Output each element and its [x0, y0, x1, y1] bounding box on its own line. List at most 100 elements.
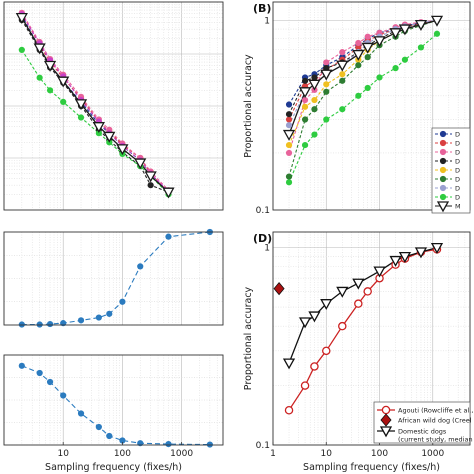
panel-b-legend-marker-6	[439, 184, 447, 192]
panel-b-legend-marker-2	[439, 148, 447, 156]
panel-a-series-6-point-3	[57, 76, 70, 88]
panel-b-series-1-point-0	[285, 116, 293, 123]
panel-b-series-4-point-0	[285, 141, 293, 149]
panel-b-series-5-point-1	[301, 116, 309, 123]
panel-d-series-0-point-5	[354, 299, 363, 308]
panel-b-series-2-point-4	[339, 49, 346, 56]
panel-b-series-8-point-9	[398, 24, 412, 36]
panel-b-legend-entry-6: D	[455, 185, 460, 193]
panel-d-xtick-2: 100	[371, 449, 388, 459]
panel-a-series-3-line	[21, 19, 169, 193]
panel-a-series-6-point-10	[162, 187, 175, 199]
panel-c2-series-0-point-4	[77, 410, 85, 417]
panel-b-series-7-point-11	[433, 30, 441, 37]
panel-b-series-4-point-3	[323, 81, 330, 88]
panel-d-xtick-1: 10	[321, 449, 333, 459]
panel-a-series-6-point-8	[134, 158, 147, 170]
panel-d-series-2-point-1	[298, 317, 312, 329]
panel-a-series-6-point-4	[74, 99, 88, 111]
panel-c1-series-0-line	[21, 231, 210, 326]
panel-a-series-4-point-0	[18, 46, 25, 53]
panel-d-series-2-point-7	[389, 255, 402, 267]
panel-c2-xtick-2: 1000	[170, 449, 193, 459]
panel-b-label: (B)	[253, 2, 271, 15]
panel-b-series-4-point-2	[311, 96, 318, 104]
panel-d-series-2-point-5	[352, 278, 365, 290]
panel-a-series-6-point-7	[116, 144, 129, 156]
panel-c2-grid	[3, 354, 224, 446]
panel-b-series-7-point-4	[339, 106, 346, 113]
panel-c1-series-0-point-4	[77, 317, 85, 324]
panel-b-legend-entry-0: D	[455, 131, 460, 139]
panel-a-series-6-point-0	[15, 13, 28, 24]
panel-d-series-0-point-0	[284, 405, 294, 415]
panel-a-series-4-point-1	[36, 74, 43, 81]
panel-a-series-3-point-9	[147, 182, 154, 189]
panel-c2-series-0-point-3	[60, 392, 67, 399]
panel-b-legend-marker-1	[439, 139, 447, 147]
panel-d-ytick-0: 1	[264, 244, 270, 254]
panel-d-legend: Agouti (Rowcliffe et al., African wild do…	[373, 401, 473, 444]
panel-c1-series-0-point-7	[119, 298, 126, 305]
panel-a-series-0-line	[21, 15, 169, 193]
panel-b-series-2-point-3	[323, 59, 330, 66]
panel-d-series-2-point-6	[373, 266, 386, 278]
panel-b-series-6-line	[288, 19, 438, 126]
panel-b-series-2-point-6	[364, 33, 371, 40]
panel-b-series-8-point-10	[414, 19, 428, 31]
panel-d-ytick-1: 0.1	[256, 441, 270, 451]
panel-d-series-0-point-4	[338, 321, 347, 331]
panel-b-legend-entry-2: D	[455, 149, 460, 157]
panel-b-series-7-point-9	[401, 56, 409, 63]
panel-a-series-6-point-5	[92, 122, 105, 134]
panel-d-legend-marker-2	[379, 426, 393, 438]
panel-c1-series-0-point-9	[165, 233, 172, 240]
panel-d-series-2-point-4	[336, 286, 349, 298]
panel-b-series-7-point-3	[323, 116, 330, 123]
panel-b-series-5-point-2	[311, 106, 318, 113]
panel-b-series-7-point-10	[417, 44, 425, 51]
panel-b-series-3-point-2	[311, 74, 318, 81]
panel-a-series-4-line	[21, 49, 169, 195]
panel-a-series-2-line	[21, 12, 169, 191]
panel-d-series-2-point-0	[282, 358, 296, 370]
panel-a-series-4-point-2	[46, 87, 54, 94]
panel-b-series-5-point-0	[285, 173, 293, 180]
panel-b-series-3-point-1	[301, 77, 309, 84]
panel-b-series-8-point-5	[352, 49, 365, 61]
panel-b-ytick-1: 0.1	[256, 206, 270, 216]
panel-d-series-2-point-8	[398, 252, 412, 263]
panel-b-series-5-point-4	[339, 77, 346, 84]
panel-a-series-4-point-4	[77, 114, 85, 121]
panel-b-series-5-point-3	[323, 88, 330, 95]
panel-b-frame	[272, 1, 471, 211]
panel-a-frame	[3, 1, 224, 211]
panel-b-legend-entry-5: D	[455, 176, 460, 184]
panel-b-legend-entry-1: D	[455, 140, 460, 148]
panel-b-series-1-line	[288, 19, 438, 120]
panel-c1-series-0-point-2	[46, 320, 54, 328]
panel-c2-series-0-point-6	[106, 432, 113, 440]
panel-c1-series-0-point-8	[137, 263, 144, 270]
panel-a-series-5-line	[21, 14, 169, 192]
panel-d-series-0-point-3	[322, 346, 331, 356]
panel-b-legend-entry-4: D	[455, 167, 460, 175]
panel-a-series-6-point-9	[144, 171, 157, 183]
panel-b-series-7-line	[288, 33, 438, 183]
panel-c1-series-0-point-5	[95, 314, 102, 321]
panel-a-series-1-line	[21, 13, 169, 193]
panel-d-series-2-point-3	[320, 299, 333, 311]
panel-b-series-7-point-8	[392, 65, 399, 72]
panel-b-series-8-point-3	[320, 69, 333, 81]
panel-d-legend-entry-1: African wild dog (Creel	[398, 417, 472, 425]
panel-b-legend-entry-8: M	[455, 203, 461, 211]
panel-c2-series-0-point-5	[95, 423, 102, 431]
panel-c2-series-0-point-1	[36, 369, 43, 377]
panel-c2-xlabel: Sampling frequency (fixes/h)	[45, 462, 182, 473]
panel-b-series-2-point-1	[301, 96, 309, 104]
panel-d-xlabel: Sampling frequency (fixes/h)	[303, 462, 440, 473]
panel-d-series-0-point-6	[363, 287, 372, 296]
panel-c2-series-0-point-2	[46, 378, 54, 386]
panel-b-series-6-point-0	[285, 122, 293, 129]
